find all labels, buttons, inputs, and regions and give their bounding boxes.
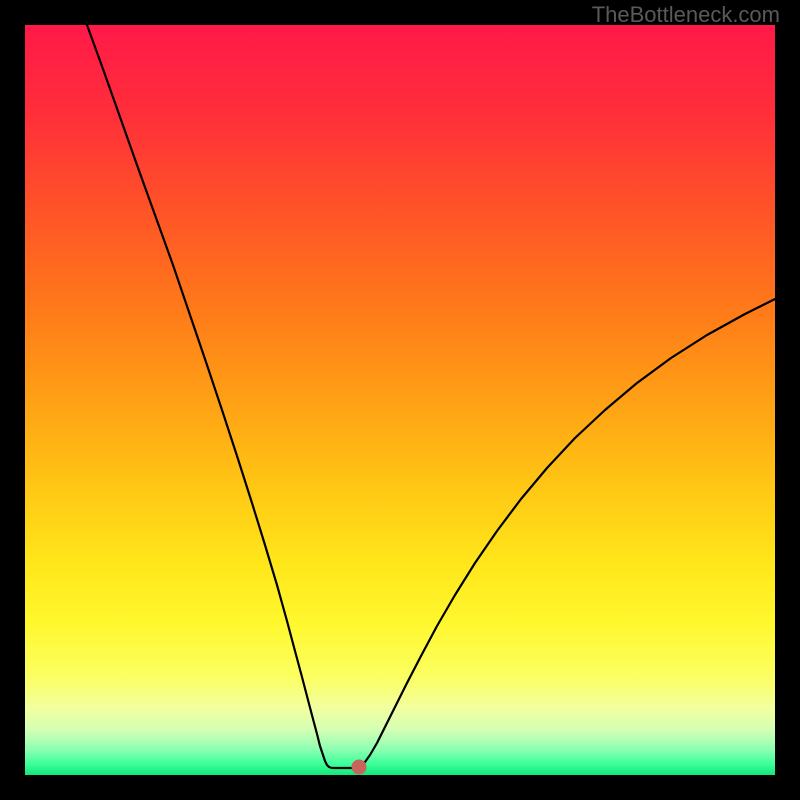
- optimal-point-marker: [352, 760, 366, 774]
- chart-background: [25, 25, 775, 775]
- bottleneck-chart: [25, 25, 775, 775]
- watermark-text: TheBottleneck.com: [592, 2, 780, 28]
